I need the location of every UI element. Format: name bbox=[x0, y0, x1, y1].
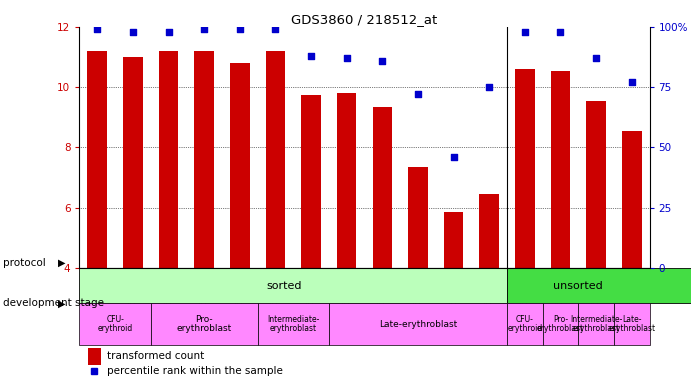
Bar bbox=[79, 303, 151, 345]
Bar bbox=[480, 194, 499, 268]
Bar bbox=[88, 348, 101, 365]
Point bbox=[198, 26, 209, 32]
Bar bbox=[408, 167, 428, 268]
Bar bbox=[301, 95, 321, 268]
Text: Intermediate-
erythroblast: Intermediate- erythroblast bbox=[267, 315, 319, 333]
Text: unsorted: unsorted bbox=[553, 281, 603, 291]
Text: Late-erythroblast: Late-erythroblast bbox=[379, 319, 457, 329]
Point bbox=[591, 55, 602, 61]
Bar bbox=[542, 303, 578, 345]
Text: sorted: sorted bbox=[267, 281, 302, 291]
Bar bbox=[230, 63, 249, 268]
Text: development stage: development stage bbox=[3, 298, 104, 308]
Bar bbox=[258, 303, 329, 345]
Point bbox=[270, 26, 281, 32]
Text: ▶: ▶ bbox=[58, 258, 66, 268]
Bar bbox=[622, 131, 641, 268]
Text: Intermediate-
erythroblast: Intermediate- erythroblast bbox=[570, 315, 623, 333]
Text: Late-
erythroblast: Late- erythroblast bbox=[608, 315, 655, 333]
Point bbox=[520, 29, 531, 35]
Text: ▶: ▶ bbox=[58, 298, 66, 308]
Bar bbox=[151, 303, 258, 345]
Bar bbox=[444, 212, 464, 268]
Point bbox=[305, 53, 316, 59]
Bar bbox=[123, 57, 143, 268]
Bar bbox=[586, 101, 606, 268]
Point bbox=[484, 84, 495, 90]
Point bbox=[127, 29, 138, 35]
Text: protocol: protocol bbox=[3, 258, 46, 268]
Point bbox=[163, 29, 174, 35]
Bar bbox=[372, 107, 392, 268]
Bar bbox=[578, 303, 614, 345]
Point bbox=[377, 58, 388, 64]
Title: GDS3860 / 218512_at: GDS3860 / 218512_at bbox=[292, 13, 437, 26]
Bar bbox=[507, 303, 542, 345]
Bar bbox=[614, 303, 650, 345]
Bar bbox=[515, 69, 535, 268]
Text: percentile rank within the sample: percentile rank within the sample bbox=[107, 366, 283, 376]
Bar bbox=[337, 93, 357, 268]
Bar bbox=[79, 268, 507, 303]
Bar bbox=[551, 71, 570, 268]
Text: CFU-
erythroid: CFU- erythroid bbox=[507, 315, 542, 333]
Text: Pro-
erythroblast: Pro- erythroblast bbox=[537, 315, 584, 333]
Point bbox=[234, 26, 245, 32]
Bar bbox=[265, 51, 285, 268]
Point bbox=[555, 29, 566, 35]
Point bbox=[626, 79, 637, 85]
Point bbox=[448, 154, 459, 160]
Text: Pro-
erythroblast: Pro- erythroblast bbox=[176, 315, 231, 333]
Point bbox=[413, 91, 424, 98]
Bar bbox=[329, 303, 507, 345]
Bar bbox=[159, 51, 178, 268]
Point bbox=[341, 55, 352, 61]
Text: transformed count: transformed count bbox=[107, 351, 204, 361]
Text: CFU-
erythroid: CFU- erythroid bbox=[97, 315, 133, 333]
Bar bbox=[88, 51, 107, 268]
Bar bbox=[194, 51, 214, 268]
Point bbox=[92, 26, 103, 32]
